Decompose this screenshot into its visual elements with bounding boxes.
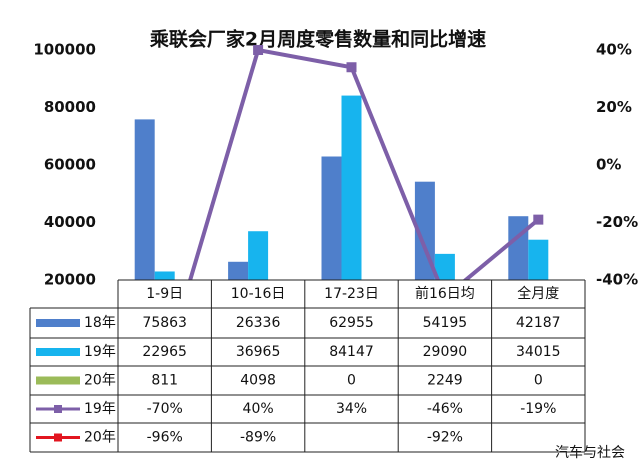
legend-swatch [54, 433, 62, 442]
table-cell: 54195 [423, 315, 468, 331]
legend-swatch [36, 348, 80, 356]
y-tick-label: 100000 [33, 41, 96, 59]
y2-tick-label: -20% [596, 213, 638, 231]
x-tick-label: 1-9日 [146, 286, 183, 302]
table-cell: -96% [147, 430, 183, 446]
legend-swatch [36, 319, 80, 327]
legend-label: 20年 [84, 373, 116, 389]
table-cell: -19% [520, 401, 556, 417]
table-cell: 40% [243, 401, 274, 417]
table-cell: 36965 [236, 344, 281, 360]
y-tick-label: 20000 [44, 271, 96, 289]
bar [248, 231, 269, 280]
plot [134, 45, 549, 280]
y2-tick-label: 20% [596, 98, 632, 116]
legend-swatch [54, 405, 62, 413]
legend-label: 19年 [84, 344, 116, 360]
legend-label: 19年 [84, 401, 116, 417]
watermark: 汽车与社会 [555, 444, 625, 461]
table-cell: 34015 [516, 344, 561, 360]
table-cell: 22965 [142, 344, 187, 360]
line-marker [346, 62, 357, 73]
table-cell: 84147 [329, 344, 374, 360]
line-marker [533, 214, 544, 225]
x-tick-label: 全月度 [517, 285, 559, 302]
line-marker [253, 45, 264, 55]
bar [434, 253, 455, 280]
table-cell: -92% [427, 430, 463, 446]
bar [228, 261, 249, 280]
table-cell: -89% [240, 430, 276, 446]
table-cell: 0 [534, 373, 543, 389]
legend-swatch [36, 376, 80, 385]
table-cell: 75863 [142, 315, 187, 331]
y-tick-label: 60000 [44, 156, 96, 174]
table-cell: 29090 [423, 344, 468, 360]
table-cell: 0 [347, 373, 356, 389]
table-cell: 811 [151, 373, 178, 389]
table-cell: 26336 [236, 315, 281, 331]
y-tick-label: 80000 [44, 98, 96, 116]
bar [341, 95, 362, 280]
bar [528, 239, 549, 280]
bar [154, 271, 175, 280]
bar [134, 119, 155, 280]
chart-title: 乘联会厂家2月周度零售数量和同比增速 [149, 28, 486, 51]
table-cell: -46% [427, 401, 463, 417]
table-cell: -70% [147, 401, 183, 417]
legend-label: 18年 [84, 315, 116, 331]
bar [321, 156, 342, 280]
table-cell: 62955 [329, 315, 374, 331]
table-cell: 34% [336, 401, 367, 417]
y2-tick-label: 40% [596, 41, 632, 59]
legend-label: 20年 [84, 430, 116, 446]
y2-tick-label: 0% [596, 156, 621, 174]
table-cell: 42187 [516, 315, 561, 331]
bar [508, 216, 529, 280]
x-tick-label: 17-23日 [324, 286, 379, 302]
x-tick-label: 前16日均 [415, 285, 475, 302]
data-table [29, 279, 586, 453]
y-tick-label: 40000 [44, 213, 96, 231]
table-cell: 2249 [427, 373, 463, 389]
x-tick-label: 10-16日 [231, 286, 286, 302]
table-cell: 4098 [240, 373, 276, 389]
y2-tick-label: -40% [596, 271, 638, 289]
